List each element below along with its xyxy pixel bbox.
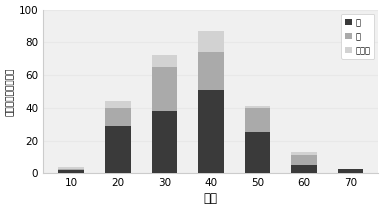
Bar: [291, 165, 317, 173]
Bar: [152, 67, 177, 111]
Bar: [105, 108, 131, 126]
Bar: [105, 101, 131, 108]
Bar: [291, 155, 317, 165]
Bar: [245, 133, 270, 173]
Bar: [198, 52, 223, 90]
Bar: [105, 126, 131, 173]
Bar: [198, 90, 223, 173]
Bar: [58, 169, 84, 170]
Y-axis label: 新規来院者数（人）: 新規来院者数（人）: [5, 67, 15, 116]
Legend: 膜, 肩, その他: 膜, 肩, その他: [341, 14, 374, 59]
Bar: [291, 152, 317, 155]
Bar: [58, 170, 84, 173]
Bar: [152, 55, 177, 67]
Bar: [245, 106, 270, 108]
Bar: [58, 167, 84, 169]
Bar: [338, 169, 363, 173]
Bar: [152, 111, 177, 173]
X-axis label: 年代: 年代: [204, 192, 218, 206]
Bar: [198, 31, 223, 52]
Bar: [245, 108, 270, 133]
